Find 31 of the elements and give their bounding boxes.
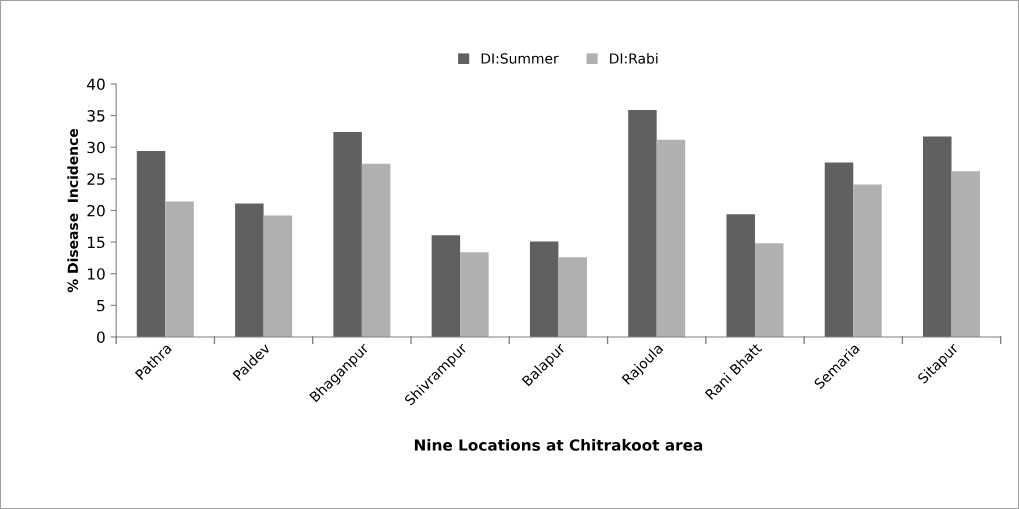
y-axis-title: % Disease Incidence bbox=[67, 128, 79, 293]
y-tick-label: 30 bbox=[87, 141, 105, 154]
bar bbox=[263, 215, 293, 337]
bar bbox=[361, 163, 391, 337]
y-tick-label: 15 bbox=[87, 236, 105, 249]
bar bbox=[136, 151, 166, 337]
x-axis-title: Nine Locations at Chitrakoot area bbox=[414, 439, 703, 451]
bar bbox=[529, 241, 559, 337]
y-tick-label: 20 bbox=[87, 204, 105, 217]
y-tick-label: 35 bbox=[87, 110, 105, 122]
y-tick-label: 0 bbox=[97, 331, 105, 343]
y-tick-label: 10 bbox=[87, 268, 105, 280]
bar bbox=[558, 257, 587, 337]
y-tick-label: 5 bbox=[97, 300, 105, 312]
bar bbox=[754, 243, 784, 337]
bar bbox=[824, 162, 854, 337]
bar bbox=[951, 171, 981, 337]
legend-label: DI:Summer bbox=[481, 53, 559, 64]
legend-label: DI:Rabi bbox=[610, 52, 658, 64]
y-tick-label: 40 bbox=[87, 78, 105, 91]
bar bbox=[333, 132, 362, 337]
bar bbox=[431, 235, 461, 337]
bar bbox=[460, 252, 489, 337]
bar bbox=[923, 136, 952, 337]
bar bbox=[726, 214, 755, 337]
bar bbox=[235, 203, 264, 337]
bar bbox=[628, 109, 657, 337]
bar bbox=[853, 184, 882, 337]
bar bbox=[165, 201, 194, 337]
y-tick-label: 25 bbox=[87, 173, 105, 185]
bar bbox=[656, 139, 686, 337]
